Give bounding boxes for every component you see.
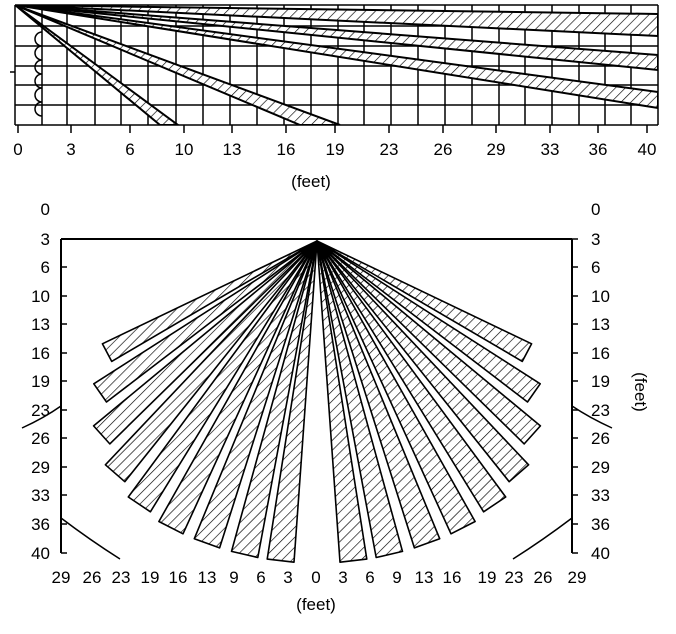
top-beam: [316, 240, 533, 363]
top-left-tick-label: 0: [41, 200, 50, 219]
side-view-unit-label: (feet): [291, 172, 331, 191]
top-beam: [316, 240, 404, 559]
side-x-tick-label: 16: [277, 140, 296, 159]
top-beam: [316, 240, 441, 549]
side-x-tick-label: 29: [487, 140, 506, 159]
top-bottom-tick-label: 6: [256, 568, 265, 587]
top-beam: [93, 240, 318, 403]
top-beam: [92, 240, 318, 445]
top-left-tick-label: 23: [31, 401, 50, 420]
side-x-tick-label: 10: [175, 140, 194, 159]
top-bottom-tick-label: 13: [415, 568, 434, 587]
top-beam: [101, 240, 318, 363]
top-bottom-tick-label: 23: [505, 568, 524, 587]
top-right-tick-label: 3: [591, 230, 600, 249]
top-beam: [316, 240, 368, 564]
top-beam: [316, 240, 507, 513]
top-beam: [316, 240, 542, 403]
top-view-right-unit-label: (feet): [631, 372, 650, 412]
side-x-tick-label: 23: [380, 140, 399, 159]
top-bottom-tick-label: 3: [338, 568, 347, 587]
side-x-tick-label: 3: [66, 140, 75, 159]
top-bottom-tick-label: 16: [169, 568, 188, 587]
top-right-tick-label: 29: [591, 458, 610, 477]
top-left-tick-label: 29: [31, 458, 50, 477]
side-creep-zone: [34, 31, 43, 117]
top-right-tick-label: 6: [591, 258, 600, 277]
top-view-bottom-unit-label: (feet): [296, 595, 336, 614]
top-beam: [193, 240, 318, 549]
top-view-range-arc-left-lower: [60, 517, 121, 560]
top-beam: [316, 240, 476, 535]
top-right-tick-label: 16: [591, 344, 610, 363]
top-right-tick-label: 26: [591, 429, 610, 448]
side-x-tick-label: 36: [589, 140, 608, 159]
top-right-tick-label: 10: [591, 287, 610, 306]
top-left-tick-label: 16: [31, 344, 50, 363]
top-bottom-tick-label: 9: [392, 568, 401, 587]
side-view: 0 3 6 10 13 16 19 23 26 29 33 36 40 (feet): [10, 4, 659, 191]
top-view-range-arc-right-lower: [512, 517, 573, 560]
top-beam: [316, 240, 542, 445]
top-bottom-tick-label: 19: [478, 568, 497, 587]
side-beam-middle: [15, 5, 658, 110]
top-bottom-tick-label: 29: [52, 568, 71, 587]
top-left-tick-label: 33: [31, 486, 50, 505]
top-beam: [266, 240, 318, 564]
side-beam-floor: [15, 5, 180, 125]
top-bottom-tick-label: 6: [365, 568, 374, 587]
top-bottom-tick-label: 19: [141, 568, 160, 587]
top-right-tick-label: 40: [591, 544, 610, 563]
side-x-tick-label: 33: [541, 140, 560, 159]
side-x-tick-label: 0: [13, 140, 22, 159]
top-view-beams: [92, 240, 542, 564]
top-left-tick-label: 26: [31, 429, 50, 448]
top-bottom-tick-label: 9: [229, 568, 238, 587]
top-left-tick-label: 19: [31, 372, 50, 391]
side-x-tick-label: 26: [434, 140, 453, 159]
top-bottom-tick-label: 16: [443, 568, 462, 587]
top-left-tick-label: 36: [31, 515, 50, 534]
side-x-tick-label: 6: [125, 140, 134, 159]
top-beam: [316, 240, 530, 483]
side-view-x-axis: 0 3 6 10 13 16 19 23 26 29 33 36 40: [13, 125, 656, 159]
top-beam: [127, 240, 318, 513]
top-right-tick-label: 23: [591, 401, 610, 420]
top-beam: [104, 240, 318, 483]
top-left-tick-label: 40: [31, 544, 50, 563]
top-bottom-tick-label: 29: [568, 568, 587, 587]
top-right-tick-label: 19: [591, 372, 610, 391]
top-view-bottom-axis-ticks: 29 26 23 19 16 13 9 6 3 0 3 6 9 13 16 19 23 26 29: [52, 568, 587, 587]
top-right-tick-label: 36: [591, 515, 610, 534]
side-view-beams: [15, 5, 658, 125]
side-beam-top: [15, 5, 658, 38]
top-beam: [230, 240, 318, 559]
top-bottom-tick-label: 26: [534, 568, 553, 587]
top-left-tick-label: 3: [41, 230, 50, 249]
top-bottom-tick-label: 23: [112, 568, 131, 587]
side-x-tick-label: 19: [326, 140, 345, 159]
side-x-tick-label: 13: [223, 140, 242, 159]
side-x-tick-label: 40: [638, 140, 657, 159]
top-view-range-arc-right: [571, 405, 613, 429]
top-right-tick-label: 0: [591, 200, 600, 219]
top-bottom-tick-label: 26: [83, 568, 102, 587]
top-bottom-tick-label: 3: [283, 568, 292, 587]
side-beam-lower: [15, 5, 341, 125]
top-beam: [158, 240, 318, 535]
top-bottom-tick-label: 13: [198, 568, 217, 587]
top-left-tick-label: 10: [31, 287, 50, 306]
top-left-tick-label: 6: [41, 258, 50, 277]
top-left-tick-label: 13: [31, 315, 50, 334]
top-bottom-tick-label: 0: [311, 568, 320, 587]
top-right-tick-label: 33: [591, 486, 610, 505]
top-right-tick-label: 13: [591, 315, 610, 334]
side-beam-upper: [15, 5, 658, 72]
top-view-range-arc-left: [21, 405, 62, 429]
